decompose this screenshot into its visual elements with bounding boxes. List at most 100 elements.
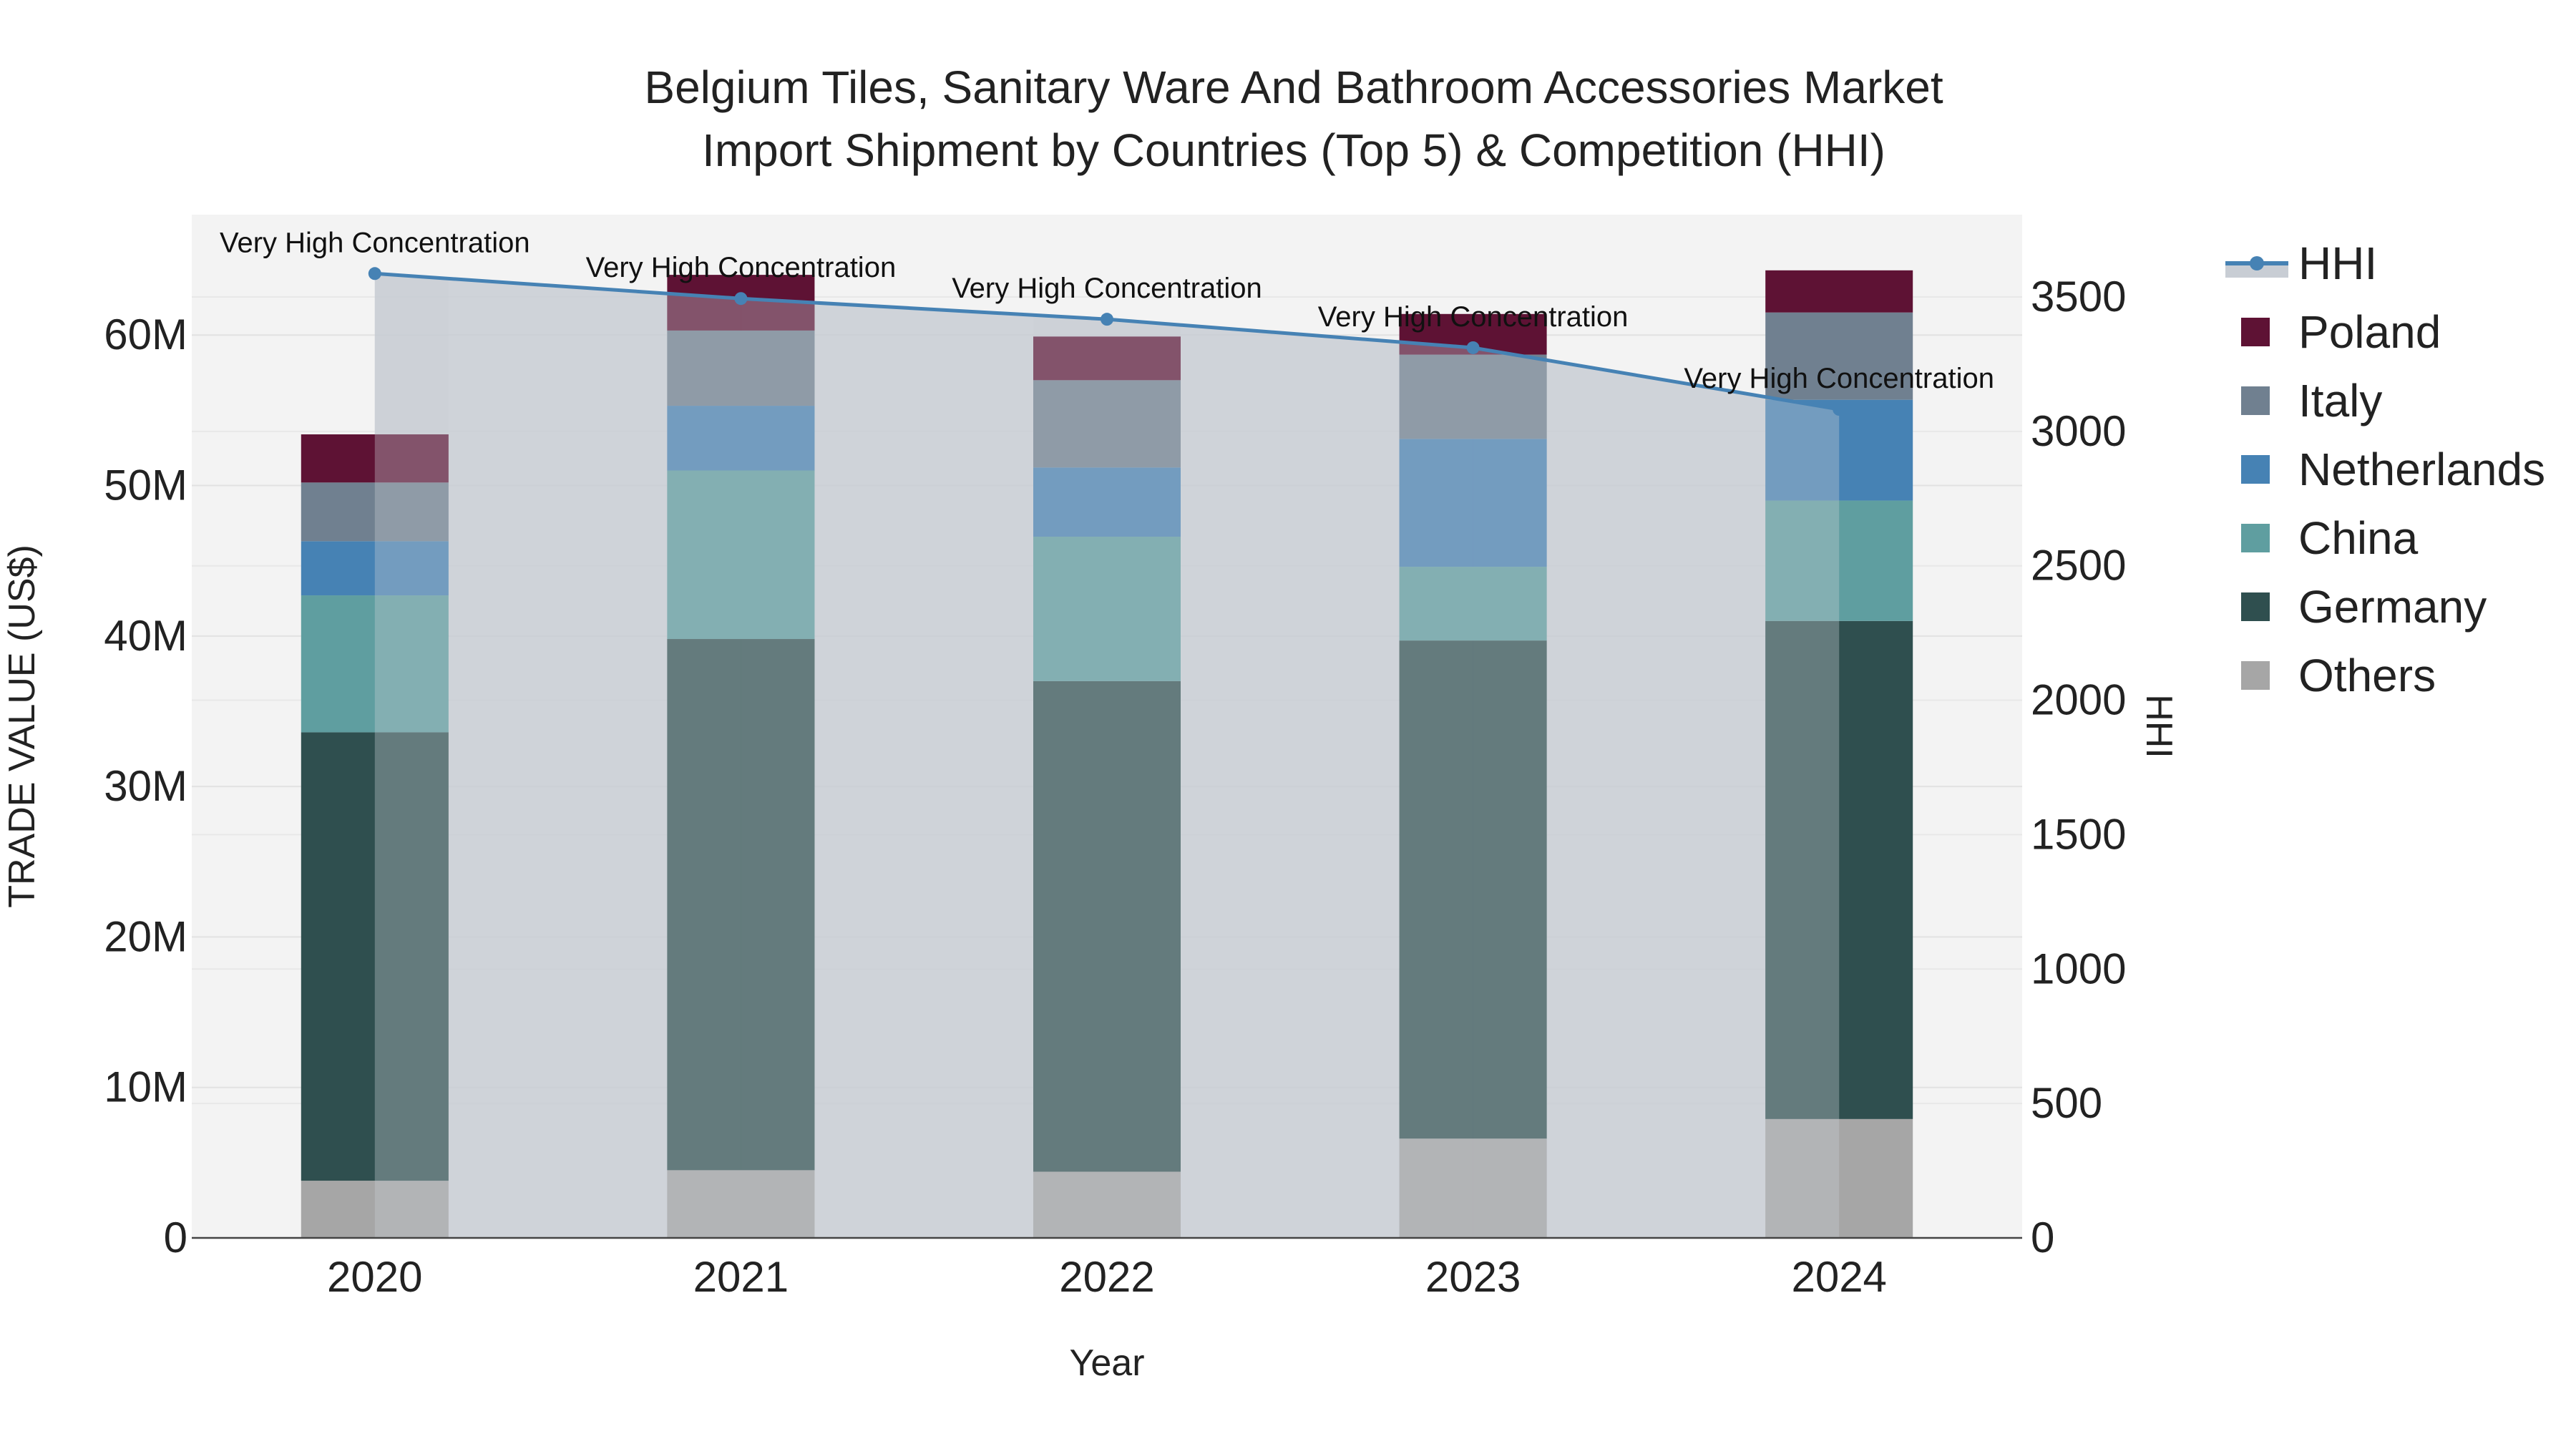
y2-tick-label: 500 xyxy=(2031,1079,2102,1127)
y-axis-title: TRADE VALUE (US$) xyxy=(1,545,43,908)
bar-china-2021[interactable] xyxy=(667,470,815,640)
legend-item-germany[interactable]: Germany xyxy=(2241,581,2487,633)
hhi-area-overlay-segment xyxy=(1399,341,1473,1239)
bar-germany-2020[interactable] xyxy=(301,732,449,1181)
x-tick-label: 2021 xyxy=(693,1253,789,1301)
chart-title-line-2: Import Shipment by Countries (Top 5) & C… xyxy=(702,125,1885,176)
hhi-point-2022[interactable] xyxy=(1101,313,1113,326)
legend-item-netherlands[interactable]: Netherlands xyxy=(2241,444,2545,495)
hhi-point-2021[interactable] xyxy=(734,292,748,306)
bar-poland-2020[interactable] xyxy=(301,434,449,483)
hhi-annotation-2022: Very High Concentration xyxy=(952,273,1262,304)
bar-netherlands-2023[interactable] xyxy=(1399,439,1547,567)
y2-tick-label: 1000 xyxy=(2031,945,2126,992)
hhi-annotations: Very High Concentration Very High Concent… xyxy=(220,227,1994,394)
hhi-area-overlay-segment xyxy=(374,273,449,1239)
bar-germany-2021[interactable] xyxy=(667,639,815,1171)
bar-others-2023[interactable] xyxy=(1399,1138,1547,1238)
y-tick-label: 30M xyxy=(104,762,187,810)
bar-germany-2024[interactable] xyxy=(1765,620,1913,1119)
legend-item-china[interactable]: China xyxy=(2241,512,2419,564)
bar-china-2024[interactable] xyxy=(1765,500,1913,621)
x-axis-title: Year xyxy=(1069,1342,1144,1384)
hhi-point-2024[interactable] xyxy=(1833,403,1846,416)
bar-netherlands-2022[interactable] xyxy=(1033,467,1181,537)
bar-china-2022[interactable] xyxy=(1033,537,1181,681)
y-tick-label: 10M xyxy=(104,1063,187,1111)
legend-swatch-germany xyxy=(2241,592,2270,621)
hhi-area-overlay-segment xyxy=(1107,319,1181,1239)
legend-swatch-others xyxy=(2241,661,2270,690)
legend-label: Germany xyxy=(2298,581,2487,633)
legend-label: HHI xyxy=(2298,238,2377,289)
bar-netherlands-2020[interactable] xyxy=(301,541,449,596)
hhi-point-2020[interactable] xyxy=(368,267,381,280)
legend-label: Netherlands xyxy=(2298,444,2545,495)
legend-swatch-poland xyxy=(2241,318,2270,346)
x-tick-label: 2023 xyxy=(1425,1253,1521,1301)
y2-tick-label: 2500 xyxy=(2031,542,2126,590)
chart-title-line-1: Belgium Tiles, Sanitary Ware And Bathroo… xyxy=(644,62,1943,113)
hhi-area-overlay-segment xyxy=(1473,347,1547,1238)
y2-tick-label: 0 xyxy=(2031,1214,2054,1262)
bar-italy-2023[interactable] xyxy=(1399,354,1547,439)
y-axis-ticks: 0 10M 20M 30M 40M 50M 60M xyxy=(104,311,187,1262)
y-tick-label: 50M xyxy=(104,462,187,509)
bar-netherlands-2024[interactable] xyxy=(1765,399,1913,501)
y-tick-label: 20M xyxy=(104,912,187,960)
bar-italy-2024[interactable] xyxy=(1765,312,1913,400)
bar-poland-2024[interactable] xyxy=(1765,270,1913,313)
bar-italy-2021[interactable] xyxy=(667,330,815,406)
x-axis-ticks: 2020 2021 2022 2023 2024 xyxy=(327,1253,1887,1301)
bar-germany-2023[interactable] xyxy=(1399,640,1547,1139)
y2-axis-title: HHI xyxy=(2138,694,2180,758)
x-tick-label: 2024 xyxy=(1791,1253,1886,1301)
x-tick-label: 2022 xyxy=(1059,1253,1154,1301)
legend-item-italy[interactable]: Italy xyxy=(2241,375,2382,426)
bar-china-2020[interactable] xyxy=(301,595,449,733)
hhi-annotation-2023: Very High Concentration xyxy=(1318,301,1629,333)
bar-netherlands-2021[interactable] xyxy=(667,406,815,471)
hhi-area-overlay xyxy=(374,273,1840,1239)
legend-swatch-netherlands xyxy=(2241,455,2270,484)
y2-axis-ticks: 0 500 1000 1500 2000 2500 3000 3500 xyxy=(2031,273,2126,1262)
y2-tick-label: 3000 xyxy=(2031,407,2126,455)
y-tick-label: 60M xyxy=(104,311,187,358)
bar-italy-2020[interactable] xyxy=(301,482,449,542)
legend-label: Others xyxy=(2298,650,2436,701)
legend-label: China xyxy=(2298,512,2419,564)
hhi-annotation-2021: Very High Concentration xyxy=(586,252,897,283)
bar-others-2022[interactable] xyxy=(1033,1171,1181,1238)
y2-tick-label: 1500 xyxy=(2031,810,2126,858)
legend-item-others[interactable]: Others xyxy=(2241,650,2436,701)
bar-others-2021[interactable] xyxy=(667,1170,815,1238)
bars xyxy=(301,270,1913,1239)
bar-others-2024[interactable] xyxy=(1765,1118,1913,1238)
bar-italy-2022[interactable] xyxy=(1033,380,1181,468)
bar-china-2023[interactable] xyxy=(1399,567,1547,641)
y2-tick-label: 3500 xyxy=(2031,273,2126,321)
legend-label: Italy xyxy=(2298,375,2382,426)
hhi-area-overlay-segment xyxy=(1033,315,1107,1238)
hhi-point-2023[interactable] xyxy=(1466,341,1480,354)
hhi-area-overlay-segment xyxy=(741,298,815,1238)
hhi-area-overlay-segment xyxy=(667,293,741,1238)
legend-item-poland[interactable]: Poland xyxy=(2241,306,2441,358)
legend-label: Poland xyxy=(2298,306,2441,358)
hhi-annotation-2024: Very High Concentration xyxy=(1684,363,1994,394)
bar-others-2020[interactable] xyxy=(301,1181,449,1238)
legend: HHI Poland Italy Netherlands China Germany Oth… xyxy=(2225,238,2545,701)
y-tick-label: 0 xyxy=(164,1214,187,1262)
hhi-area-overlay-segment xyxy=(1765,396,1840,1238)
y2-tick-label: 2000 xyxy=(2031,676,2126,724)
legend-swatch-china xyxy=(2241,524,2270,552)
y-tick-label: 40M xyxy=(104,612,187,660)
hhi-annotation-2020: Very High Concentration xyxy=(220,227,530,258)
bar-poland-2022[interactable] xyxy=(1033,336,1181,381)
legend-item-hhi[interactable]: HHI xyxy=(2225,238,2377,289)
bar-germany-2022[interactable] xyxy=(1033,680,1181,1172)
hhi-points xyxy=(368,267,1846,416)
legend-swatch-hhi-point xyxy=(2250,256,2264,270)
x-tick-label: 2020 xyxy=(327,1253,422,1301)
